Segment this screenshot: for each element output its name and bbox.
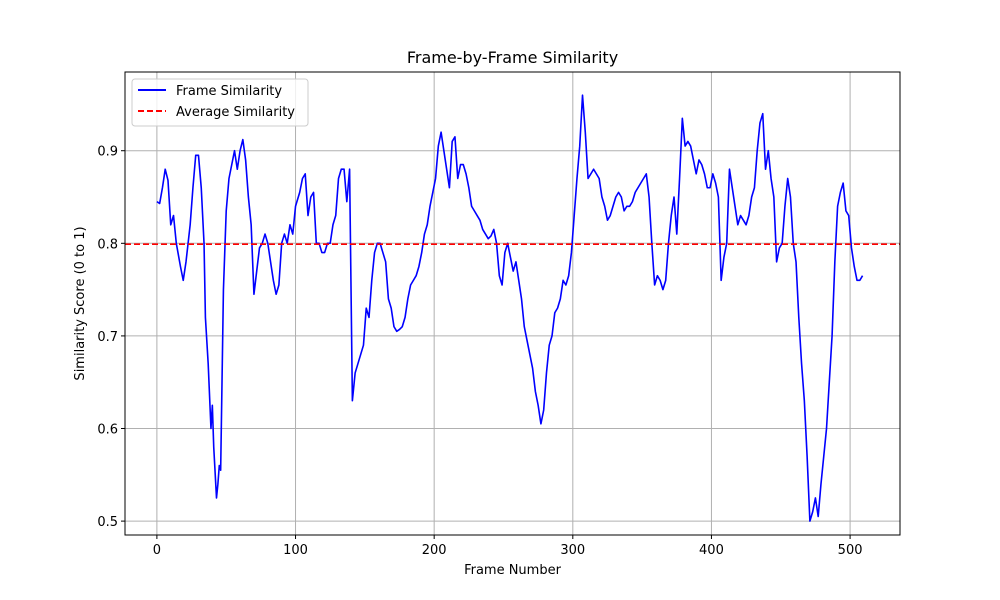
y-tick-label: 0.5 — [97, 515, 118, 530]
y-axis-title: Similarity Score (0 to 1) — [73, 226, 88, 380]
y-axis: 0.5 0.6 0.7 0.8 0.9 — [97, 145, 125, 530]
chart-title: Frame-by-Frame Similarity — [407, 48, 618, 67]
legend: Frame Similarity Average Similarity — [131, 78, 309, 127]
series-layer — [125, 94, 900, 522]
x-tick-label: 200 — [422, 543, 447, 558]
x-axis-title: Frame Number — [464, 563, 562, 578]
legend-label-frame-similarity: Frame Similarity — [176, 84, 282, 99]
y-tick-label: 0.6 — [97, 423, 118, 438]
x-tick-label: 500 — [838, 543, 863, 558]
frame-similarity-line — [156, 94, 864, 522]
legend-label-average-similarity: Average Similarity — [176, 105, 295, 120]
x-tick-label: 100 — [283, 543, 308, 558]
plot-area-frame — [124, 71, 901, 536]
y-tick-label: 0.8 — [97, 237, 118, 252]
x-tick-label: 300 — [560, 543, 585, 558]
x-axis: 0 100 200 300 400 500 — [153, 535, 863, 558]
y-tick-label: 0.7 — [97, 330, 118, 345]
grid-lines — [125, 72, 900, 535]
x-tick-label: 0 — [153, 543, 161, 558]
legend-box — [131, 78, 309, 127]
y-tick-label: 0.9 — [97, 145, 118, 160]
x-tick-label: 400 — [699, 543, 724, 558]
